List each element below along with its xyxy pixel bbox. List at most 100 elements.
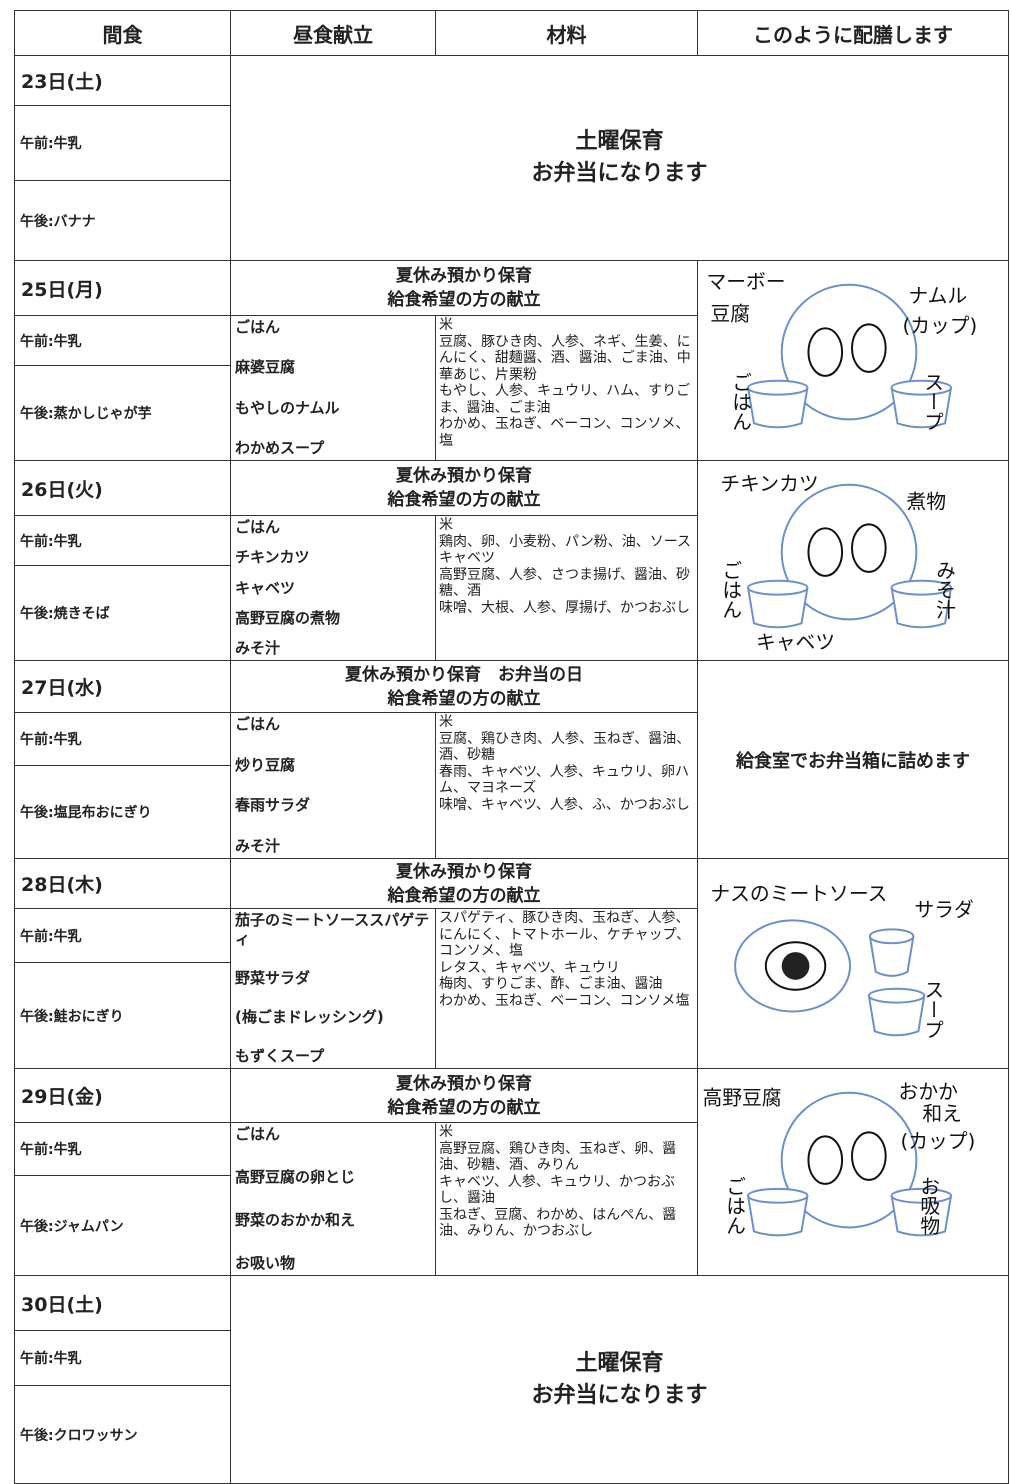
notice-line: 土曜保育	[575, 1350, 664, 1376]
menu-item: ごはん	[235, 518, 281, 536]
drawing-label: キャベツ	[756, 631, 835, 654]
date-cell: 23日(土)	[14, 55, 231, 106]
snack-cell: 午前:牛乳	[14, 712, 231, 766]
bowl	[890, 387, 952, 429]
heading-cell: 夏休み預かり保育 給食希望の方の献立	[230, 260, 698, 316]
heading-line: 夏休み預かり保育 お弁当の日	[345, 664, 583, 685]
menu-item: (梅ごまドレッシング)	[235, 1008, 384, 1026]
header-cell: 昼食献立	[230, 10, 436, 56]
ingredients-cell: 米鶏肉、卵、小麦粉、パン粉、油、ソース キャベツ 高野豆腐、人参、さつま揚げ、醤油、…	[435, 515, 698, 661]
snack-cell: 午前:牛乳	[14, 315, 231, 366]
drawing-label: スープ	[921, 980, 944, 1039]
date-cell: 27日(水)	[14, 660, 231, 713]
snack-cell: 午前:牛乳	[14, 515, 231, 566]
menu-item: ごはん	[235, 1125, 281, 1143]
bowl-rim	[868, 928, 915, 945]
snack-cell: 午後:クロワッサン	[14, 1385, 231, 1484]
ingredient-line: 玉ねぎ、豆腐、わかめ、はんぺん、醤油、みりん、かつおぶし	[439, 1206, 677, 1240]
menu-item: 高野豆腐の卵とじ	[235, 1168, 356, 1186]
heading-line: 給食希望の方の献立	[387, 885, 541, 906]
menu-item: 春雨サラダ	[235, 796, 311, 815]
drawing-label: ごはん	[719, 560, 742, 619]
drawing-label: 煮物	[906, 491, 946, 514]
ingredient-line: わかめ、玉ねぎ、ベーコン、コンソメ塩	[439, 992, 690, 1009]
dish	[807, 327, 844, 377]
ingredient-line: 米	[439, 517, 453, 533]
snack-cell: 午後:塩昆布おにぎり	[14, 765, 231, 859]
drawing-label: (カップ)	[902, 314, 977, 337]
date-cell: 26日(火)	[14, 460, 231, 516]
dish	[851, 323, 887, 373]
heading-cell: 夏休み預かり保育 給食希望の方の献立	[230, 460, 698, 516]
ingredient-line: わかめ、玉ねぎ、ベーコン、コンソメ、塩	[439, 416, 690, 449]
ingredient-line: キャベツ、人参、キュウリ、かつおぶし、醤油	[439, 1173, 676, 1207]
ingredients-cell: 米豆腐、豚ひき肉、人参、ネギ、生姜、にんにく、甜麺醤、酒、醤油、ごま油、中華あじ…	[435, 315, 698, 461]
ingredients-cell: スパゲティ、豚ひき肉、玉ねぎ、人参、にんにく、トマトホール、ケチャップ、コンソメ…	[435, 908, 698, 1069]
ingredient-line: 味噌、大根、人参、厚揚げ、かつおぶし	[439, 599, 691, 616]
snack-cell: 午後:蒸かしじゃが芋	[14, 365, 231, 461]
plate	[780, 283, 918, 421]
ingredient-line: 高野豆腐、鶏ひき肉、玉ねぎ、卵、醤油、砂糖、酒、みりん	[439, 1140, 677, 1174]
drawing-label: みそ汁	[933, 560, 956, 619]
dish	[851, 523, 887, 573]
drawing-label: 和え	[922, 1102, 962, 1125]
ingredient-line: 豆腐、豚ひき肉、人参、ネギ、生姜、にんにく、甜麺醤、酒、醤油、ごま油、中華あじ、…	[439, 333, 691, 383]
heading-line: 夏休み預かり保育	[396, 466, 532, 486]
bowl	[890, 587, 952, 629]
dish	[807, 527, 844, 577]
pasta	[764, 941, 827, 991]
snack-cell: 午後:ジャムパン	[14, 1175, 231, 1276]
drawing-label: ごはん	[723, 1176, 746, 1235]
drawing-label: チキンカツ	[720, 473, 818, 496]
bowl	[890, 1195, 953, 1237]
menu-item: ごはん	[235, 715, 281, 733]
bowl	[747, 1195, 809, 1237]
menu-item: わかめスープ	[235, 438, 325, 457]
notice-cell: 土曜保育 お弁当になります	[230, 1275, 1009, 1484]
ingredient-line: 春雨、キャベツ、人参、キュウリ、卵ハム、マヨネーズ	[439, 763, 690, 797]
ingredient-line: 味噌、キャベツ、人参、ふ、かつおぶし	[439, 796, 690, 813]
bowl	[868, 936, 915, 977]
bowl-rim	[890, 579, 952, 596]
bowl-rim	[747, 379, 809, 396]
heading-line: 夏休み預かり保育	[396, 266, 532, 286]
ingredients-cell: 米豆腐、鶏ひき肉、人参、玉ねぎ、醤油、酒、砂糖 春雨、キャベツ、人参、キュウリ、卵…	[435, 712, 698, 859]
ingredient-line: もやし、人参、キュウリ、ハム、すりごま、醤油、ごま油	[439, 383, 691, 416]
menu-item: チキンカツ	[235, 548, 310, 567]
heading-line: 給食希望の方の献立	[387, 688, 541, 709]
ingredient-line: スパゲティ、豚ひき肉、玉ねぎ、人参、にんにく、トマトホール、ケチャップ、コンソメ…	[439, 910, 691, 959]
snack-cell: 午前:牛乳	[14, 908, 231, 963]
menu-item: 野菜のおかか和え	[235, 1211, 356, 1229]
menu-item: 野菜サラダ	[235, 969, 311, 987]
drawing-cell: 給食室でお弁当箱に詰めます	[697, 660, 1009, 859]
header-cell: 間食	[14, 10, 231, 56]
snack-cell: 午前:牛乳	[14, 1122, 231, 1176]
snack-cell: 午後:バナナ	[14, 180, 231, 261]
notice-line: お弁当になります	[531, 161, 708, 186]
menu-item: もやしのナムル	[235, 398, 340, 417]
menu-cell: ごはん 麻婆豆腐 もやしのナムル わかめスープ	[230, 315, 436, 461]
menu-item: 高野豆腐の煮物	[235, 608, 341, 627]
plate	[780, 483, 918, 621]
header-cell: このように配膳します	[697, 10, 1009, 56]
drawing-cell: 高野豆腐 おかか 和え (カップ) ごはん お吸物	[697, 1068, 1009, 1276]
menu-item: ごはん	[235, 318, 281, 336]
drawing-label: (カップ)	[901, 1130, 976, 1153]
bowl	[747, 587, 809, 629]
heading-line: 夏休み預かり保育	[396, 1073, 532, 1094]
bowl-rim	[890, 1187, 953, 1204]
heading-line: 給食希望の方の献立	[387, 290, 541, 310]
bowl-rim	[747, 1187, 809, 1204]
menu-item: もずくスープ	[235, 1047, 325, 1065]
heading-line: 給食希望の方の献立	[387, 1097, 541, 1118]
notice-cell: 土曜保育 お弁当になります	[230, 55, 1009, 261]
ingredient-line: レタス、キャベツ、キュウリ	[439, 959, 620, 976]
ingredient-line: 高野豆腐、人参、さつま揚げ、醤油、砂糖、酒	[439, 566, 691, 600]
menu-cell: ごはん 炒り豆腐 春雨サラダ みそ汁	[230, 712, 436, 859]
snack-cell: 午後:鮭おにぎり	[14, 962, 231, 1069]
menu-cell: 茄子のミートソーススパゲティ 野菜サラダ (梅ごまドレッシング) もずくスープ	[230, 908, 436, 1069]
heading-cell: 夏休み預かり保育 お弁当の日 給食希望の方の献立	[230, 660, 698, 713]
